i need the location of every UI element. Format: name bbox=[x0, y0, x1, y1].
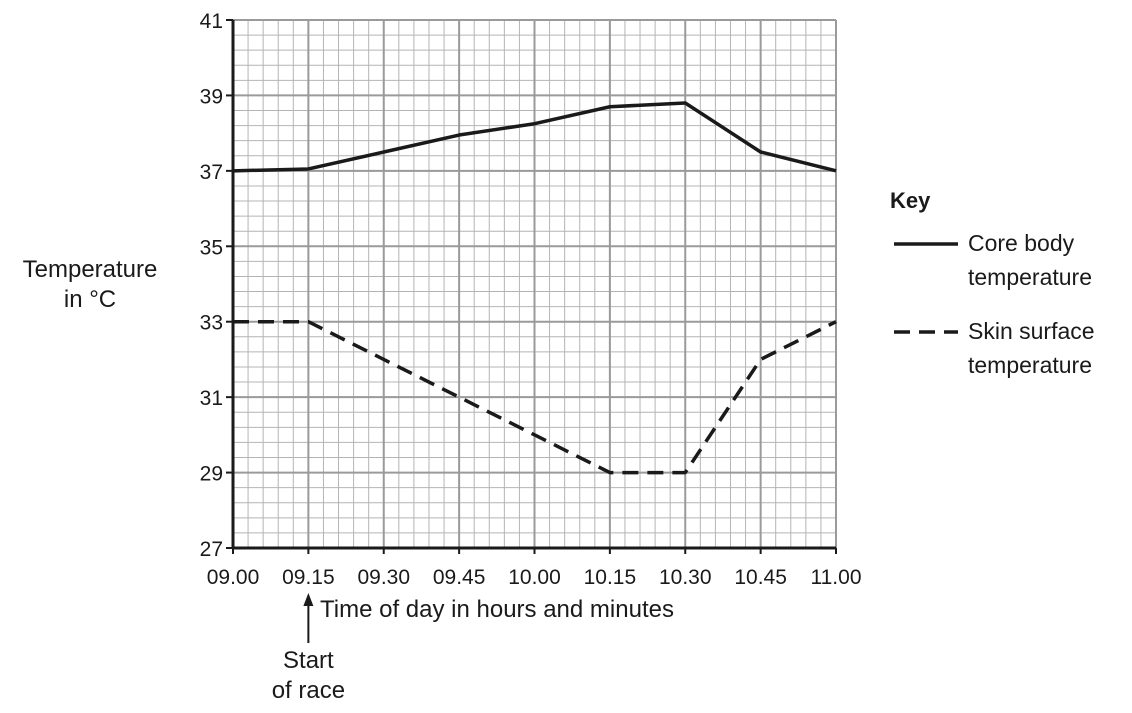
legend-label-skin-line1: Skin surface bbox=[968, 318, 1095, 344]
x-tick-label: 09.15 bbox=[282, 566, 335, 589]
core-body-temperature-line bbox=[232, 101, 837, 173]
legend-label-skin-line2: temperature bbox=[968, 352, 1092, 378]
y-tick-labels: 27 29 31 33 35 37 39 41 bbox=[200, 10, 233, 561]
y-tick-label: 41 bbox=[200, 10, 223, 33]
x-tick-label: 10.30 bbox=[659, 566, 712, 589]
y-tick-label: 37 bbox=[200, 161, 223, 184]
series-lines bbox=[232, 101, 837, 475]
y-tick-label: 39 bbox=[200, 85, 223, 108]
start-of-race-label-line2: of race bbox=[272, 677, 345, 704]
skin-surface-temperature-line bbox=[233, 319, 837, 475]
legend-title: Key bbox=[890, 188, 931, 213]
x-tick-label: 09.45 bbox=[433, 566, 486, 589]
y-axis-label-line1: Temperature bbox=[23, 256, 158, 283]
y-tick-label: 35 bbox=[200, 236, 223, 259]
y-axis-label-line2: in °C bbox=[64, 286, 116, 313]
start-of-race-arrow-head bbox=[303, 593, 314, 606]
x-axis-label: Time of day in hours and minutes bbox=[320, 596, 674, 623]
minor-grid bbox=[233, 20, 836, 548]
y-tick-label: 31 bbox=[200, 387, 223, 410]
x-tick-label: 10.15 bbox=[584, 566, 637, 589]
legend: Key Core body temperature Skin surface t… bbox=[890, 188, 1095, 378]
y-tick-label: 29 bbox=[200, 463, 223, 486]
x-tick-label: 09.00 bbox=[207, 566, 260, 589]
x-tick-labels: 09.00 09.15 09.30 09.45 10.00 10.15 10.30 10.45… bbox=[207, 548, 862, 589]
x-tick-label: 09.30 bbox=[357, 566, 410, 589]
legend-label-core-line2: temperature bbox=[968, 264, 1092, 290]
y-tick-label: 27 bbox=[200, 538, 223, 561]
legend-label-core-line1: Core body bbox=[968, 230, 1075, 256]
start-of-race-label-line1: Start bbox=[283, 647, 334, 674]
x-tick-label: 10.45 bbox=[734, 566, 787, 589]
y-tick-label: 33 bbox=[200, 312, 223, 335]
start-of-race-annotation: Start of race bbox=[272, 593, 345, 704]
x-tick-label: 10.00 bbox=[508, 566, 561, 589]
x-tick-label: 11.00 bbox=[811, 566, 862, 589]
